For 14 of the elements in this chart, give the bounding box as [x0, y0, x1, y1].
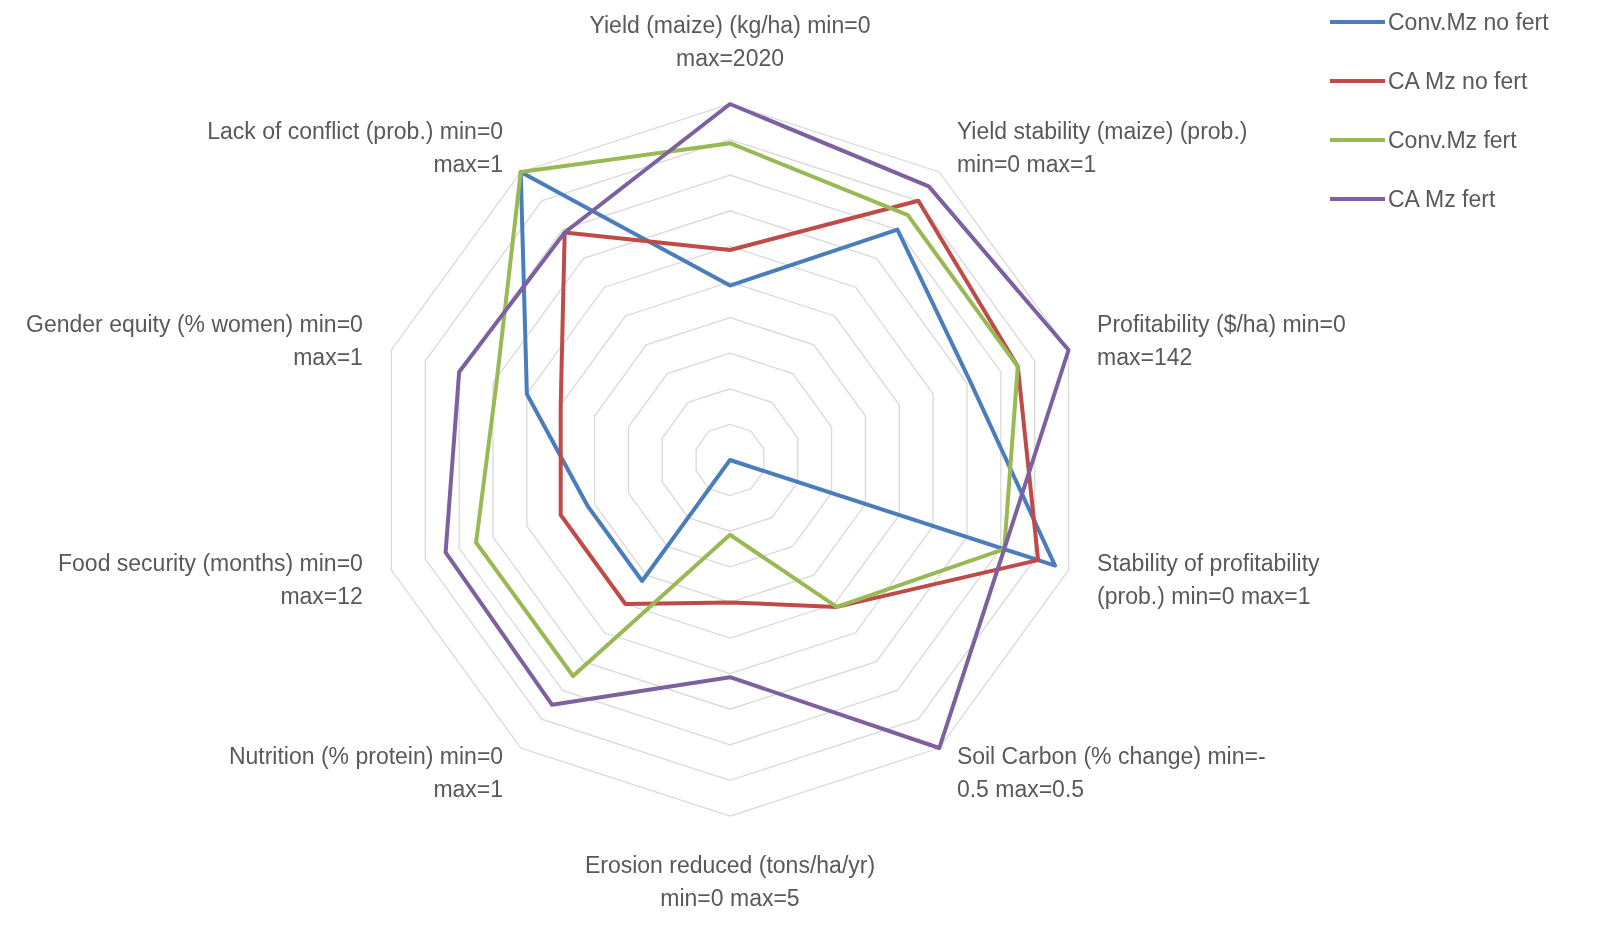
spoke-label: Lack of conflict (prob.) min=0 max=1	[207, 118, 504, 178]
legend-label: CA Mz no fert	[1388, 68, 1528, 94]
spoke-label: Food security (months) min=0 max=12	[58, 549, 363, 610]
spoke-label: Gender equity (% women) min=0 max=1	[26, 311, 363, 371]
spoke-label: Soil Carbon (% change) min=- 0.5 max=0.5	[956, 742, 1266, 803]
spoke-label: Yield (maize) (kg/ha) min=0 max=2020	[589, 11, 871, 71]
spoke-label: Stability of profitability (prob.) min=0 max=1	[1097, 549, 1321, 610]
legend-label: Conv.Mz fert	[1388, 127, 1518, 153]
spoke-label: Profitability ($/ha) min=0 max=142	[1097, 311, 1346, 371]
spoke-label: Nutrition (% protein) min=0 max=1	[228, 742, 504, 803]
legend-label: Conv.Mz no fert	[1388, 9, 1550, 35]
spoke-label: Erosion reduced (tons/ha/yr) min=0 max=5	[584, 852, 876, 912]
legend-label: CA Mz fert	[1388, 186, 1496, 212]
spoke-label: Yield stability (maize) (prob.) min=0 max=1	[956, 118, 1248, 178]
